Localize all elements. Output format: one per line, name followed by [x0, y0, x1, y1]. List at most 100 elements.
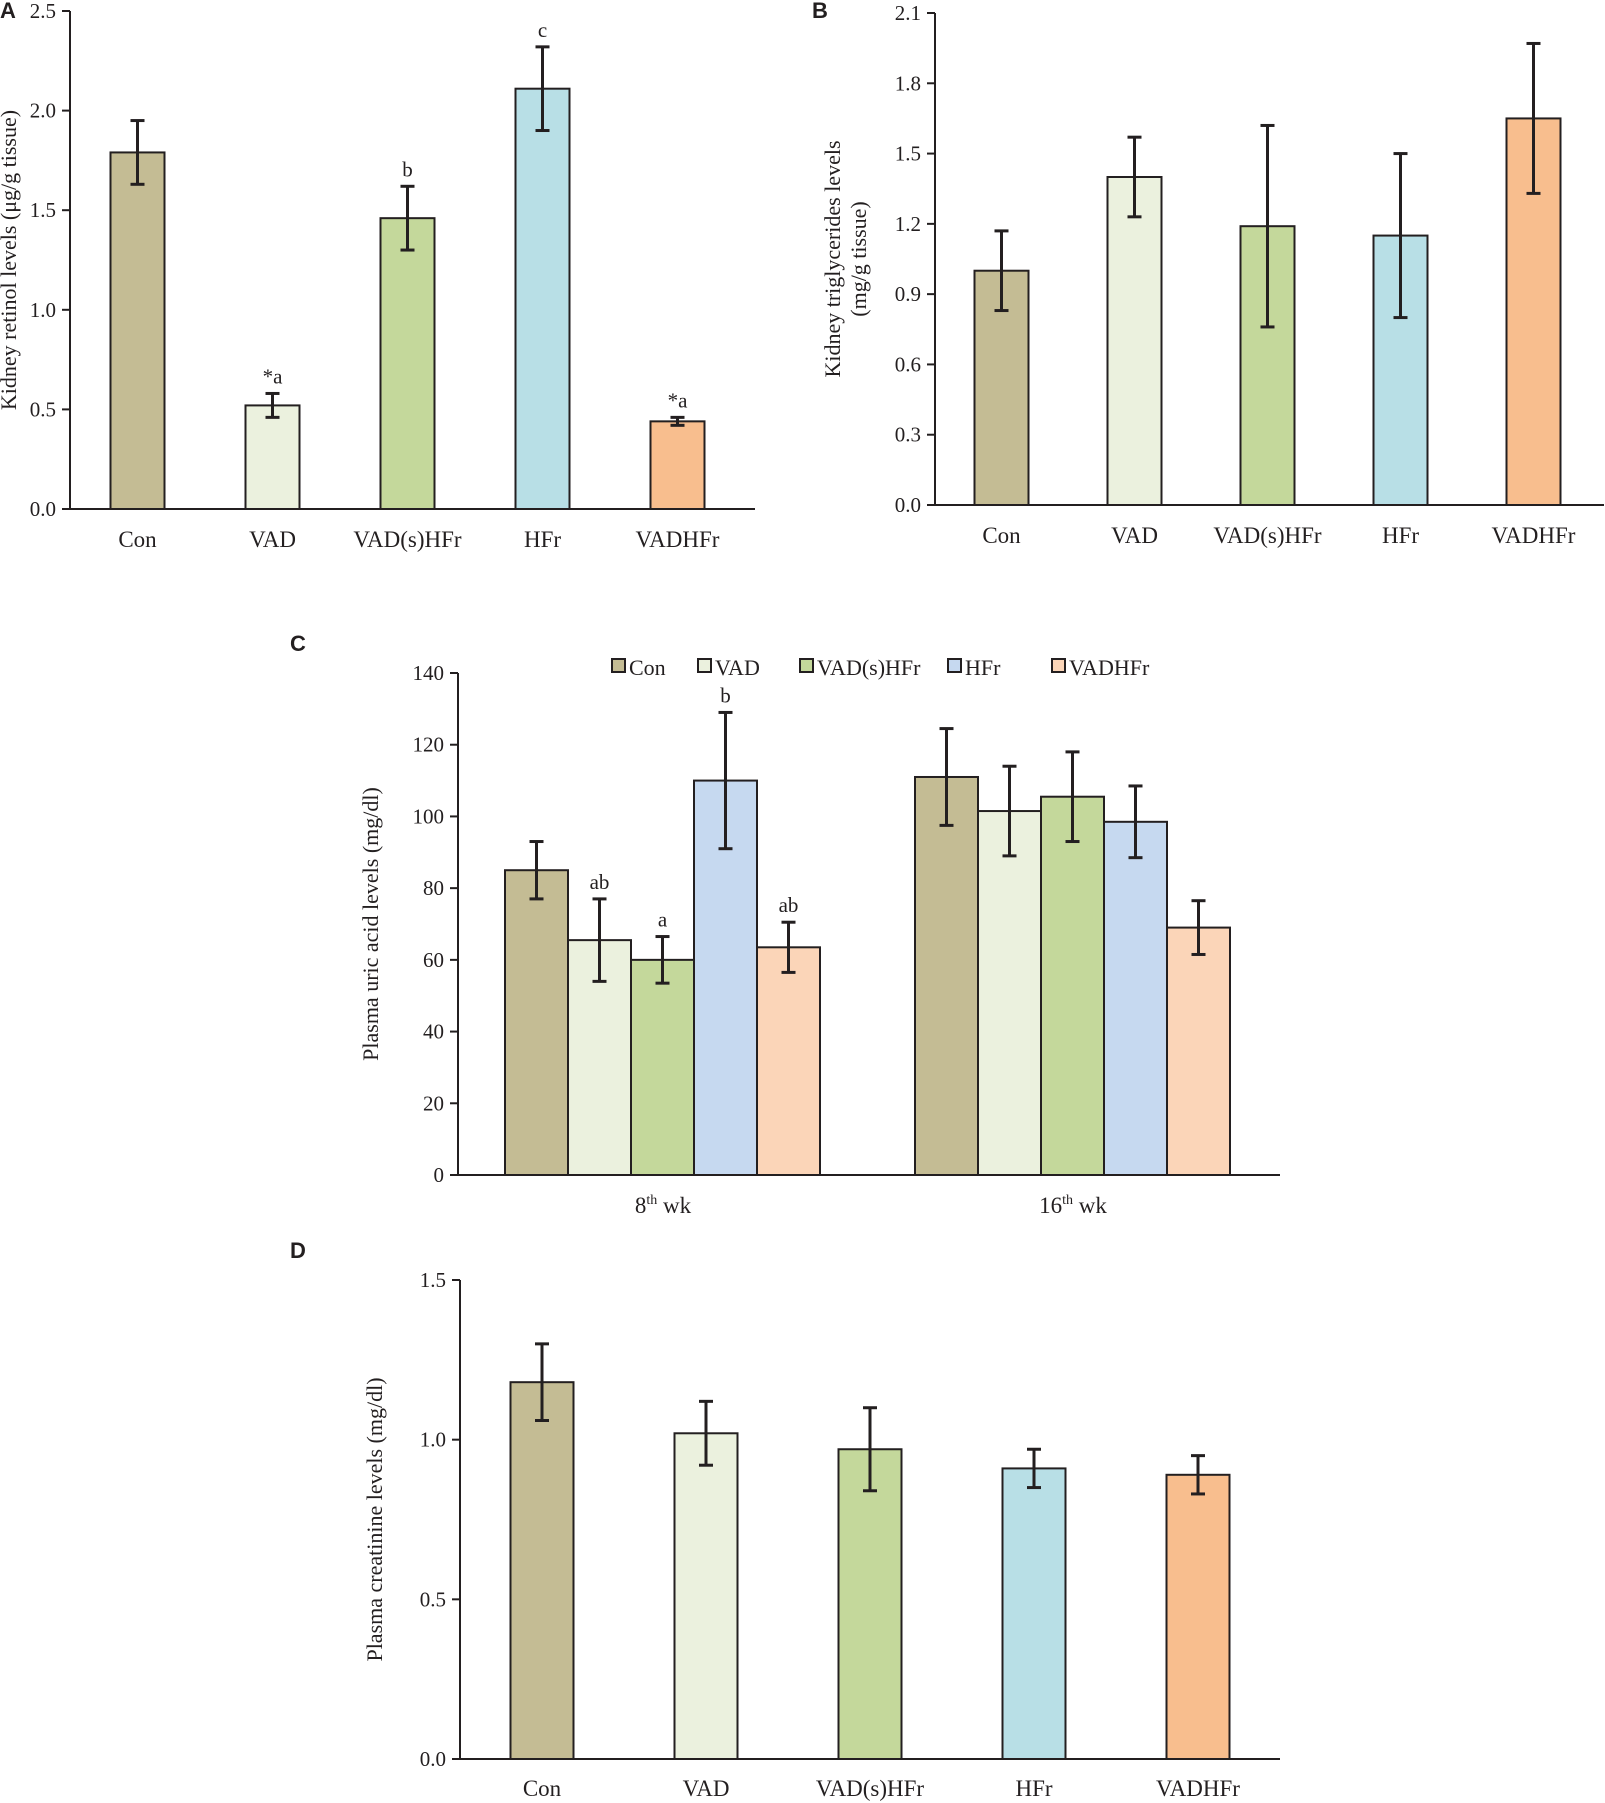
significance-label: ab: [779, 893, 799, 917]
significance-label: *a: [668, 388, 689, 412]
group-label-superscript: th: [1062, 1193, 1073, 1208]
x-category-label: VAD(s)HFr: [1213, 523, 1322, 548]
y-tick-label: 40: [423, 1020, 444, 1044]
y-tick-label: 0.0: [420, 1747, 446, 1771]
legend-entry: VAD: [715, 655, 760, 680]
bar-vadhfr: [649, 420, 706, 510]
legend-swatch: [1051, 658, 1066, 673]
panel-letter-d: D: [290, 1238, 306, 1263]
legend-entry: VADHFr: [1069, 655, 1150, 680]
panel-b-triglycerides-chart: 0.0 0.3 0.6 0.9 1.2 1.5 1.8 2.1 Con VAD VAD(s)HFr H…: [820, 1, 1604, 548]
significance-label: a: [658, 908, 668, 932]
panel-letter-b: B: [812, 0, 828, 23]
panel-letter-a: A: [0, 0, 16, 23]
bar-vadshfr: [630, 958, 695, 1176]
y-tick-label: 100: [413, 804, 445, 828]
y-tick-label: 1.5: [30, 198, 56, 222]
y-tick-label: 0: [434, 1163, 445, 1187]
x-category-label: VADHFr: [636, 527, 720, 552]
x-category-label: Con: [523, 1776, 562, 1801]
bar-vad: [977, 810, 1042, 1176]
legend-swatch: [611, 658, 626, 673]
bar-con: [504, 869, 569, 1176]
y-tick-label: 0.5: [420, 1587, 446, 1611]
significance-label: b: [720, 683, 731, 707]
bar-vadhfr: [1165, 1473, 1231, 1760]
y-tick-label: 0.0: [895, 493, 921, 517]
x-category-label: VAD(s)HFr: [353, 527, 462, 552]
bar-vadshfr: [379, 217, 436, 510]
bar-con: [914, 775, 979, 1176]
bar-vadhfr: [1166, 926, 1231, 1176]
bar-vadshfr: [837, 1448, 903, 1761]
panel-letter-c: C: [290, 631, 306, 656]
bar-hfr: [514, 87, 571, 511]
y-tick-label: 1.0: [30, 298, 56, 322]
y-axis-title: Plasma uric acid levels (mg/dl): [358, 787, 383, 1061]
y-tick-label: 1.5: [895, 142, 921, 166]
x-group-label: 16th wk: [1039, 1193, 1107, 1218]
bar-con: [973, 269, 1030, 507]
x-group-label: 8th wk: [635, 1193, 692, 1218]
y-axis-title: Plasma creatinine levels (mg/dl): [362, 1377, 387, 1661]
y-tick-label: 120: [413, 733, 445, 757]
x-category-label: VAD: [683, 1776, 730, 1801]
group-label-suffix: wk: [657, 1193, 691, 1218]
y-tick-label: 1.0: [420, 1428, 446, 1452]
x-category-label: VADHFr: [1492, 523, 1576, 548]
y-tick-label: 1.8: [895, 71, 921, 95]
legend-swatch: [697, 658, 712, 673]
bar-vad: [1106, 176, 1163, 506]
y-tick-label: 0.0: [30, 497, 56, 521]
x-category-label: Con: [982, 523, 1021, 548]
y-tick-label: 60: [423, 948, 444, 972]
y-tick-label: 1.2: [895, 212, 921, 236]
y-tick-label: 0.3: [895, 423, 921, 447]
y-tick-label: 1.5: [420, 1268, 446, 1292]
y-tick-label: 0.5: [30, 397, 56, 421]
significance-label: b: [402, 157, 413, 181]
x-category-label: HFr: [1015, 1776, 1052, 1801]
y-tick-label: 2.5: [30, 0, 56, 23]
y-tick-label: 2.0: [30, 99, 56, 123]
legend-entry: VAD(s)HFr: [817, 655, 921, 680]
legend-entry: Con: [629, 655, 666, 680]
y-tick-label: 20: [423, 1091, 444, 1115]
bar-con: [109, 151, 166, 510]
panel-d-creatinine-chart: 0.0 0.5 1.0 1.5 Con VAD VAD(s)HFr HFr VADHFr Plas…: [362, 1268, 1280, 1801]
y-tick-label: 0.9: [895, 282, 921, 306]
significance-label: *a: [263, 364, 284, 388]
y-tick-label: 80: [423, 876, 444, 900]
y-tick-label: 0.6: [895, 352, 921, 376]
x-category-label: HFr: [1382, 523, 1419, 548]
x-category-label: VAD(s)HFr: [816, 1776, 925, 1801]
y-axis-title: Kidney triglycerides levels: [820, 140, 845, 377]
legend-entry: HFr: [965, 655, 1001, 680]
y-tick-label: 2.1: [895, 1, 921, 25]
x-category-label: VAD: [249, 527, 296, 552]
x-category-label: VAD: [1111, 523, 1158, 548]
group-label-number: 16: [1039, 1193, 1062, 1218]
legend-swatch: [799, 658, 814, 673]
legend-swatch: [947, 658, 962, 673]
x-category-label: HFr: [524, 527, 561, 552]
group-label-number: 8: [635, 1193, 647, 1218]
y-axis-title: Kidney retinol levels (μg/g tissue): [0, 110, 21, 410]
y-tick-label: 140: [413, 661, 445, 685]
group-label-suffix: wk: [1073, 1193, 1107, 1218]
significance-label: c: [538, 18, 547, 42]
bar-vadhfr: [756, 946, 821, 1176]
y-axis-title: (mg/g tissue): [846, 201, 871, 317]
bar-vadshfr: [1040, 795, 1105, 1176]
bar-con: [509, 1381, 575, 1760]
bar-vad: [673, 1432, 739, 1761]
bar-vad: [244, 404, 301, 510]
bar-hfr: [1103, 820, 1168, 1176]
group-label-superscript: th: [646, 1193, 657, 1208]
x-category-label: Con: [118, 527, 157, 552]
bar-hfr: [1001, 1467, 1067, 1760]
x-category-label: VADHFr: [1156, 1776, 1240, 1801]
significance-label: ab: [590, 870, 610, 894]
